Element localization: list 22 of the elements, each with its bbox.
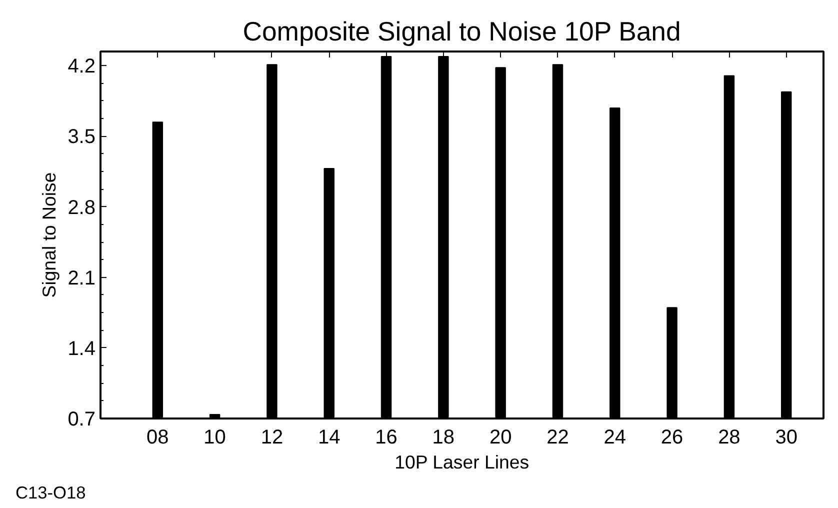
x-tick-label: 24 <box>604 426 626 448</box>
y-tick-label: 2.1 <box>68 267 96 290</box>
x-tick-label: 16 <box>375 426 398 448</box>
y-tick-label: 1.4 <box>68 338 96 360</box>
x-tick-label: 08 <box>146 426 169 448</box>
x-tick-label: 20 <box>489 426 512 448</box>
x-tick-label: 26 <box>660 426 684 448</box>
x-tick-label: 30 <box>775 426 798 448</box>
x-tick-label: 12 <box>260 426 284 448</box>
y-tick-label: 4.2 <box>68 56 96 78</box>
x-tick-label: 14 <box>318 426 340 448</box>
y-axis-title: Signal to Noise <box>38 172 60 298</box>
y-tick-label: 2.8 <box>68 196 96 219</box>
y-tick-label: 3.5 <box>68 126 96 148</box>
y-tick-label: 0.7 <box>68 408 96 430</box>
x-tick-label: 22 <box>546 426 569 448</box>
x-tick-label: 28 <box>718 426 740 448</box>
x-tick-label: 10 <box>204 426 226 448</box>
text: C13-O18 <box>16 482 86 502</box>
x-tick-label: 18 <box>432 426 455 448</box>
chart-title: Composite Signal to Noise 10P Band <box>242 16 681 46</box>
x-axis-title: 10P Laser Lines <box>394 452 530 472</box>
